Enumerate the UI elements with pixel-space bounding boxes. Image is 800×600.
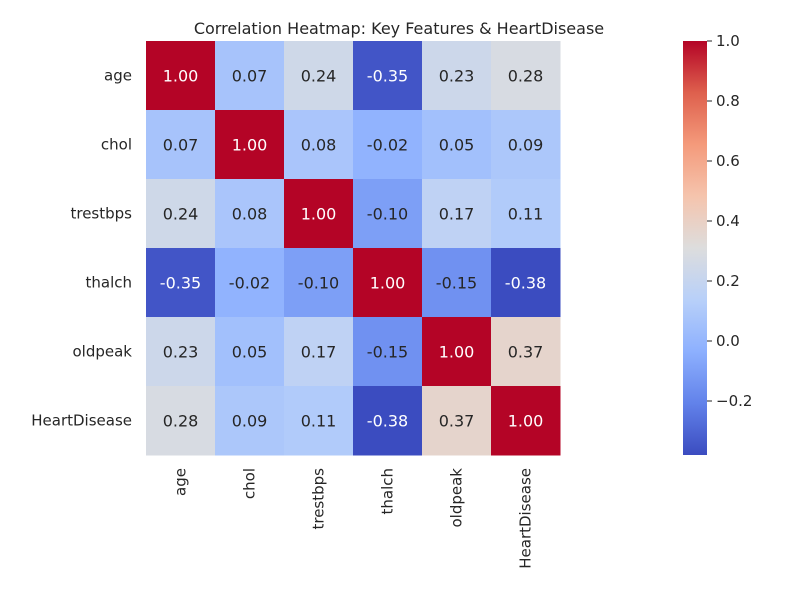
cell-value-label: -0.38 [505, 274, 546, 293]
heatmap-cell-age-chol [215, 41, 285, 111]
heatmap-cell-age-thalch [353, 41, 423, 111]
cell-value-label: 0.07 [232, 67, 268, 86]
cell-value-label: -0.35 [367, 67, 408, 86]
heatmap-cell-oldpeak-HeartDisease [491, 317, 561, 387]
cell-value-label: -0.10 [367, 205, 408, 224]
cell-value-label: 1.00 [370, 274, 406, 293]
column-label-trestbps: trestbps [310, 468, 328, 530]
heatmap-cell-thalch-chol [215, 248, 285, 318]
heatmap-cell-age-HeartDisease [491, 41, 561, 111]
heatmap-cell-trestbps-age [146, 179, 216, 249]
cell-value-label: 0.05 [232, 343, 268, 362]
colorbar-tick-label: 0.6 [716, 152, 740, 170]
column-label-thalch: thalch [379, 468, 397, 515]
heatmap-cell-trestbps-chol [215, 179, 285, 249]
heatmap-cell-trestbps-trestbps [284, 179, 354, 249]
cell-value-label: 0.17 [301, 343, 337, 362]
heatmap-cell-oldpeak-age [146, 317, 216, 387]
cell-value-label: 0.28 [508, 67, 544, 86]
row-label-HeartDisease: HeartDisease [31, 412, 132, 430]
cell-value-label: -0.15 [436, 274, 477, 293]
cell-value-label: -0.02 [229, 274, 270, 293]
cell-value-label: 0.11 [508, 205, 544, 224]
row-label-trestbps: trestbps [70, 205, 132, 223]
cell-value-label: 0.24 [301, 67, 337, 86]
heatmap-cell-chol-oldpeak [422, 110, 492, 180]
heatmap-cell-oldpeak-oldpeak [422, 317, 492, 387]
colorbar: −0.2 0.0 0.2 0.4 0.6 0.8 1.0 [683, 32, 752, 455]
colorbar-tick-label: 0.4 [716, 212, 740, 230]
row-labels: age chol trestbps thalch oldpeak HeartDisease [31, 67, 132, 430]
heatmap-cell-chol-trestbps [284, 110, 354, 180]
heatmap-cell-thalch-age [146, 248, 216, 318]
row-label-oldpeak: oldpeak [73, 343, 133, 361]
cell-value-label: 1.00 [163, 67, 199, 86]
column-label-age: age [172, 468, 190, 496]
cell-value-label: 1.00 [301, 205, 337, 224]
cell-value-label: 0.09 [508, 136, 544, 155]
cell-value-label: 0.23 [439, 67, 475, 86]
cell-value-label: 0.11 [301, 412, 337, 431]
heatmap-cell-HeartDisease-age [146, 386, 216, 456]
heatmap-cell-HeartDisease-trestbps [284, 386, 354, 456]
cell-value-label: -0.35 [160, 274, 201, 293]
heatmap-cell-age-oldpeak [422, 41, 492, 111]
heatmap-cell-HeartDisease-oldpeak [422, 386, 492, 456]
colorbar-tick-label: 0.2 [716, 272, 740, 290]
heatmap-cell-thalch-HeartDisease [491, 248, 561, 318]
cell-value-label: -0.15 [367, 343, 408, 362]
cell-value-label: 0.28 [163, 412, 199, 431]
heatmap-cell-oldpeak-trestbps [284, 317, 354, 387]
column-labels: age chol trestbps thalch oldpeak HeartDisease [172, 468, 535, 569]
column-label-chol: chol [241, 468, 259, 499]
row-label-chol: chol [101, 136, 132, 154]
cell-value-label: 0.07 [163, 136, 199, 155]
heatmap-cell-trestbps-oldpeak [422, 179, 492, 249]
heatmap-cell-chol-age [146, 110, 216, 180]
cell-value-label: 0.37 [508, 343, 544, 362]
cell-value-label: 0.17 [439, 205, 475, 224]
cell-value-label: 0.08 [232, 205, 268, 224]
cell-value-label: 0.37 [439, 412, 475, 431]
heatmap-cell-chol-chol [215, 110, 285, 180]
heatmap-cell-oldpeak-thalch [353, 317, 423, 387]
cell-value-label: 1.00 [508, 412, 544, 431]
cell-value-label: -0.38 [367, 412, 408, 431]
chart-title: Correlation Heatmap: Key Features & Hear… [194, 19, 604, 38]
heatmap-cell-HeartDisease-HeartDisease [491, 386, 561, 456]
cell-value-label: -0.02 [367, 136, 408, 155]
cell-value-label: 1.00 [439, 343, 475, 362]
cell-value-label: 1.00 [232, 136, 268, 155]
heatmap-cell-thalch-thalch [353, 248, 423, 318]
colorbar-tick-label: 0.8 [716, 92, 740, 110]
heatmap-cell-age-age [146, 41, 216, 111]
column-label-oldpeak: oldpeak [448, 468, 466, 528]
heatmap-cell-thalch-oldpeak [422, 248, 492, 318]
cell-value-label: -0.10 [298, 274, 339, 293]
heatmap-cell-age-trestbps [284, 41, 354, 111]
heatmap-cell-chol-HeartDisease [491, 110, 561, 180]
heatmap-cell-HeartDisease-thalch [353, 386, 423, 456]
cell-value-label: 0.05 [439, 136, 475, 155]
heatmap-cell-oldpeak-chol [215, 317, 285, 387]
row-label-thalch: thalch [85, 274, 132, 292]
cell-value-label: 0.08 [301, 136, 337, 155]
cell-value-label: 0.24 [163, 205, 199, 224]
heatmap-cells: 1.00 0.07 0.24 -0.35 0.23 0.28 0.07 1.00 0.08 -0.… [146, 41, 561, 456]
heatmap-cell-chol-thalch [353, 110, 423, 180]
row-label-age: age [104, 67, 132, 85]
colorbar-tick-label: 1.0 [716, 32, 740, 50]
colorbar-gradient [683, 41, 707, 455]
heatmap-cell-HeartDisease-chol [215, 386, 285, 456]
heatmap-cell-trestbps-thalch [353, 179, 423, 249]
colorbar-tick-label: −0.2 [716, 392, 752, 410]
cell-value-label: 0.09 [232, 412, 268, 431]
heatmap-cell-thalch-trestbps [284, 248, 354, 318]
colorbar-tick-label: 0.0 [716, 332, 740, 350]
heatmap-cell-trestbps-HeartDisease [491, 179, 561, 249]
cell-value-label: 0.23 [163, 343, 199, 362]
column-label-HeartDisease: HeartDisease [517, 468, 535, 569]
